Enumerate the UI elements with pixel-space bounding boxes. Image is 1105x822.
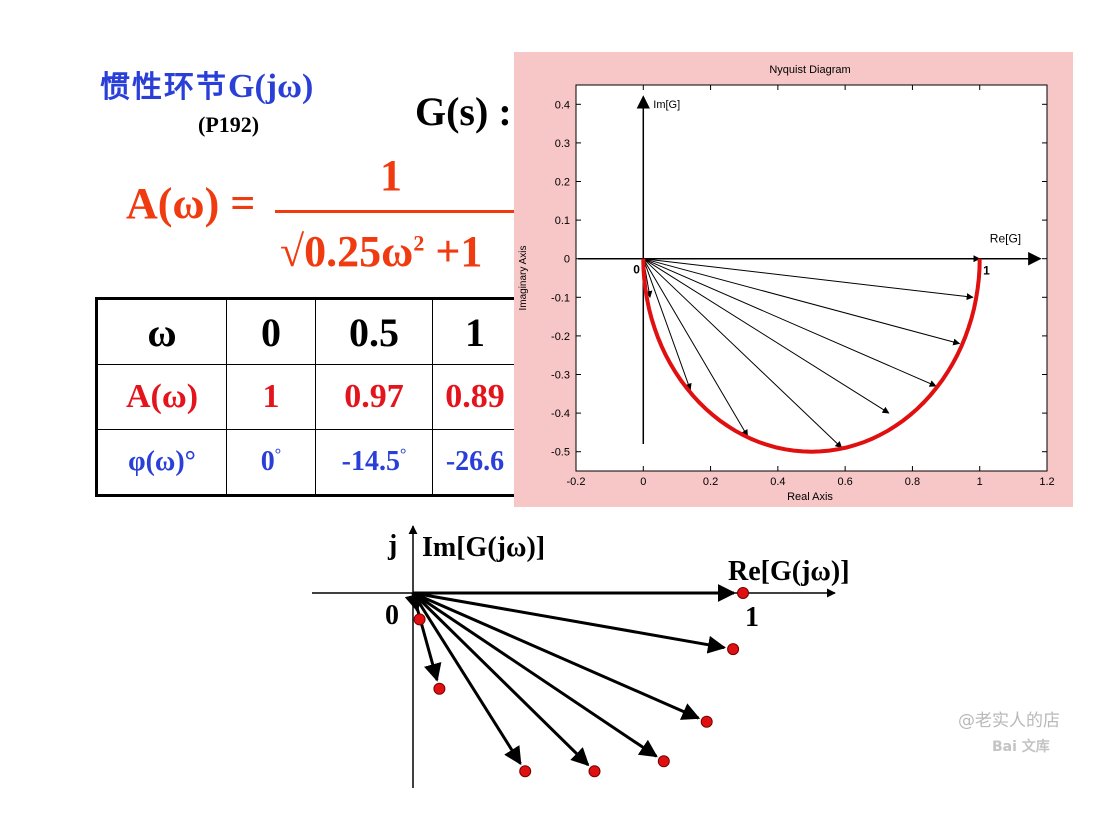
phase-value: 0 xyxy=(260,446,275,477)
nyquist-vectors xyxy=(642,255,981,449)
origin-label: 0 xyxy=(633,263,640,277)
x-axis-title: Real Axis xyxy=(787,491,833,503)
slide-title-math: G(jω) xyxy=(228,68,314,105)
y-tick-label: 0.2 xyxy=(555,177,570,189)
nyquist-vector xyxy=(642,258,692,391)
page-reference: (P192) xyxy=(198,112,260,137)
sketch-diagram: j Im[G(jω)] Re[G(jω)] 0 1 xyxy=(312,525,850,788)
nyquist-curve xyxy=(641,258,982,454)
y-axis-title: Imaginary Axis xyxy=(518,245,529,310)
denominator-prefix: √0.25ω xyxy=(280,227,414,276)
table-cell: 0.97 xyxy=(315,364,433,430)
nyquist-vector xyxy=(642,258,749,437)
denominator-suffix: +1 xyxy=(424,227,483,276)
y-tick-label: -0.2 xyxy=(551,331,570,343)
x-ticks: -0.2 0 0.2 0.4 0.6 0.8 1 1.2 xyxy=(567,85,1055,488)
phase-value: -14.5 xyxy=(341,446,400,477)
x-tick-label: 0.6 xyxy=(837,476,852,488)
sketch-point xyxy=(519,765,532,778)
x-tick-label: 0.4 xyxy=(770,476,785,488)
sketch-one-label: 1 xyxy=(745,602,759,633)
sketch-point xyxy=(657,755,670,768)
sketch-point xyxy=(700,715,713,728)
sketch-point xyxy=(413,613,426,626)
x-tick-label: 0 xyxy=(640,476,646,488)
y-tick-label: -0.4 xyxy=(551,408,570,420)
sketch-j-label: j xyxy=(387,530,397,561)
sketch-im-label: Im[G(jω)] xyxy=(422,532,545,563)
table-cell: 0 xyxy=(226,298,316,365)
table-cell: 1 xyxy=(226,364,316,430)
sketch-point xyxy=(433,682,446,695)
degree-mark: ° xyxy=(399,446,407,464)
x-tick-label: 1 xyxy=(977,476,983,488)
nyquist-vector xyxy=(643,258,937,387)
table-cell: 1 xyxy=(432,298,519,365)
table-cell: ω xyxy=(96,298,227,365)
y-tick-label: -0.1 xyxy=(551,292,570,304)
table-cell: A(ω) xyxy=(96,364,227,430)
re-axis-label: Re[G] xyxy=(990,232,1021,246)
nyquist-vector xyxy=(643,258,890,414)
transfer-function-label: G(s) : xyxy=(415,89,512,134)
table-cell: 0.5 xyxy=(315,298,433,365)
table-cell: 0.89 xyxy=(432,364,519,430)
x-tick-label: 0.8 xyxy=(905,476,920,488)
fraction-bar xyxy=(275,210,515,213)
im-axis-label: Im[G] xyxy=(653,99,680,111)
sketch-vector xyxy=(412,591,658,758)
sketch-re-label: Re[G(jω)] xyxy=(728,556,850,587)
y-tick-label: -0.3 xyxy=(551,370,570,382)
table-row-amplitude: A(ω) 1 0.97 0.89 xyxy=(96,364,519,430)
y-ticks: 0.4 0.3 0.2 0.1 0 -0.1 -0.2 -0.3 -0.4 -0.5 xyxy=(551,99,1047,459)
y-tick-label: 0.4 xyxy=(555,99,570,111)
table-cell: φ(ω)° xyxy=(96,429,227,496)
x-tick-label: 1.2 xyxy=(1039,476,1054,488)
formula-lhs: A(ω) = xyxy=(126,179,256,228)
y-tick-label: 0.1 xyxy=(555,215,570,227)
sketch-vector xyxy=(411,591,590,767)
one-label: 1 xyxy=(983,264,990,278)
slide-title: 惯性环节G(jω) xyxy=(100,62,313,106)
y-tick-label: -0.5 xyxy=(551,447,570,459)
sketch-point xyxy=(737,587,749,599)
formula-numerator: 1 xyxy=(380,151,402,200)
watermark-author: @老实人的店 xyxy=(958,711,1060,731)
degree-mark: ° xyxy=(274,446,282,464)
denominator-exponent: 2 xyxy=(413,230,425,256)
x-tick-label: 0.2 xyxy=(703,476,718,488)
table-row-omega: ω 0 0.5 1 xyxy=(96,298,519,365)
sketch-vectors xyxy=(404,584,749,778)
nyquist-vector xyxy=(642,258,843,449)
frequency-table: ω 0 0.5 1 A(ω) 1 0.97 0.89 φ(ω)° 0° -14.… xyxy=(95,297,520,497)
nyquist-vector xyxy=(643,258,961,346)
y-tick-label: 0.3 xyxy=(555,138,570,150)
sketch-vector xyxy=(411,592,522,766)
table-cell: -14.5° xyxy=(315,429,433,496)
sketch-vector xyxy=(412,591,701,720)
table-row-phase: φ(ω)° 0° -14.5° -26.6 xyxy=(96,429,519,496)
sketch-vector xyxy=(412,591,727,654)
sketch-point xyxy=(588,765,601,778)
table-cell: -26.6 xyxy=(432,429,519,496)
watermark-logo: Bai 文库 xyxy=(992,739,1050,755)
y-tick-label: 0 xyxy=(564,254,570,266)
chart-title: Nyquist Diagram xyxy=(769,64,850,76)
sketch-origin-label: 0 xyxy=(385,600,399,631)
slide-title-cn: 惯性环节 xyxy=(100,70,228,105)
sketch-vector xyxy=(404,592,423,613)
sketch-point xyxy=(727,643,740,656)
formula-denominator: √0.25ω2 +1 xyxy=(280,226,482,277)
x-tick-label: -0.2 xyxy=(567,476,586,488)
table-cell: 0° xyxy=(226,429,316,496)
nyquist-chart: Nyquist Diagram Real Axis Imaginary Axis… xyxy=(518,64,1055,503)
nyquist-vector xyxy=(643,258,974,301)
